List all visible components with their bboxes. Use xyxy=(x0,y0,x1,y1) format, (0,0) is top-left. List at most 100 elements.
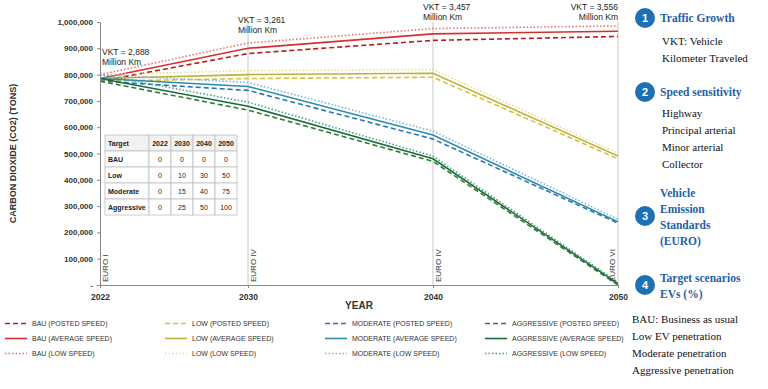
legend-swatch xyxy=(5,323,27,325)
key-line: Principal arterial xyxy=(662,124,736,136)
euro-label: EURO IV xyxy=(434,248,443,282)
x-tick-mark xyxy=(100,285,101,288)
key-panel: 1Traffic GrowthVKT: VehicleKilometer Tra… xyxy=(632,8,748,376)
table-value: 40 xyxy=(200,188,208,195)
legend-label: LOW (AVERAGE SPEED) xyxy=(192,335,274,343)
legend-item: AGGRESSIVE (POSTED SPEED) xyxy=(485,320,619,328)
key-line: Kilometer Traveled xyxy=(662,52,748,64)
series-line xyxy=(100,26,618,75)
table-header: Target xyxy=(108,140,130,148)
x-tick-mark xyxy=(618,285,619,288)
y-tick-label: 300,000 xyxy=(64,202,93,211)
key-line: Minor arterial xyxy=(662,141,723,153)
table-value: 75 xyxy=(222,188,230,195)
legend-label: MODERATE (AVERAGE SPEED) xyxy=(352,335,457,343)
table-value: 30 xyxy=(200,172,208,179)
legend-label: AGGRESSIVE (POSTED SPEED) xyxy=(512,320,619,328)
y-tick-label: 800,000 xyxy=(64,71,93,80)
table-cell xyxy=(171,199,193,215)
chart: -100,000200,000300,000400,000500,000600,… xyxy=(0,0,768,389)
y-tick-mark xyxy=(97,127,100,128)
table-header: 2030 xyxy=(174,140,190,147)
table-value: 15 xyxy=(178,188,186,195)
table-cell xyxy=(149,199,171,215)
series-line xyxy=(100,79,618,284)
table-cell xyxy=(193,199,215,215)
legend-item: BAU (LOW SPEED) xyxy=(5,350,95,358)
table-header: 2040 xyxy=(196,140,212,147)
table-cell xyxy=(105,151,149,167)
table-value: Moderate xyxy=(108,188,139,195)
legend-swatch xyxy=(485,353,507,355)
x-tick-mark xyxy=(248,285,249,288)
table-value: 25 xyxy=(178,204,186,211)
y-tick-mark xyxy=(97,154,100,155)
y-tick: 900,000 xyxy=(64,44,100,53)
table-cell xyxy=(149,167,171,183)
x-axis-line xyxy=(101,286,619,289)
y-tick-label: 1,000,000 xyxy=(57,18,93,27)
y-tick-label: 400,000 xyxy=(64,176,93,185)
key-title: Traffic Growth xyxy=(660,12,735,24)
y-tick: 600,000 xyxy=(64,123,100,132)
euro-label: EURO IV xyxy=(249,248,258,282)
key-number: 3 xyxy=(642,210,648,222)
y-tick-mark xyxy=(97,232,100,233)
legend-item: LOW (POSTED SPEED) xyxy=(165,320,269,328)
legend-swatch xyxy=(5,353,27,355)
series-line xyxy=(100,81,618,223)
table-cell xyxy=(105,135,149,151)
x-tick: 2040 xyxy=(424,285,443,302)
table-value: 100 xyxy=(220,204,232,211)
table-value: 0 xyxy=(180,156,184,163)
legend-label: AGGRESSIVE (LOW SPEED) xyxy=(512,350,606,358)
legend-item: BAU (POSTED SPEED) xyxy=(5,320,107,328)
table-value: 0 xyxy=(158,156,162,163)
y-tick-label: 600,000 xyxy=(64,123,93,132)
legend-item: LOW (LOW SPEED) xyxy=(165,350,256,358)
legend-swatch xyxy=(325,353,347,355)
y-tick-label: 200,000 xyxy=(64,228,93,237)
y-tick: 1,000,000 xyxy=(57,18,100,27)
table-value: 0 xyxy=(202,156,206,163)
y-tick-mark xyxy=(97,101,100,102)
vkt-annotation: Million Km xyxy=(579,12,618,22)
x-tick-label: 2022 xyxy=(91,292,110,302)
y-tick-label: 500,000 xyxy=(64,150,93,159)
x-tick: 2050 xyxy=(609,285,628,302)
y-tick: 200,000 xyxy=(64,228,100,237)
legend-label: MODERATE (POSTED SPEED) xyxy=(352,320,452,328)
legend-swatch xyxy=(325,323,347,325)
table-value: 0 xyxy=(158,204,162,211)
key-badge xyxy=(635,8,655,28)
legend-swatch xyxy=(485,323,507,325)
legend-label: AGGRESSIVE (AVERAGE SPEED) xyxy=(512,335,624,343)
x-tick: 2022 xyxy=(91,285,110,302)
plot-area xyxy=(100,26,618,285)
vkt-annotation: VKT = 3,556 xyxy=(571,2,619,12)
key-line: Collector xyxy=(662,158,703,170)
key-number: 4 xyxy=(642,279,649,291)
vkt-annotation: Million Km xyxy=(238,25,277,35)
table-value: 0 xyxy=(224,156,228,163)
y-tick-label: 900,000 xyxy=(64,44,93,53)
euro-label: EURO I xyxy=(101,254,110,282)
y-tick-label: - xyxy=(90,281,93,290)
y-axis-line xyxy=(97,23,101,286)
legend-label: BAU (LOW SPEED) xyxy=(32,350,95,358)
table-cell xyxy=(215,167,237,183)
table-cell xyxy=(215,135,237,151)
vkt-annotation: VKT = 3,457 xyxy=(423,2,471,12)
key-number: 2 xyxy=(642,86,648,98)
euro-line xyxy=(433,22,434,285)
legend-item: AGGRESSIVE (AVERAGE SPEED) xyxy=(485,335,624,343)
legend-swatch xyxy=(165,353,187,355)
series-line xyxy=(100,77,618,159)
table-value: Aggressive xyxy=(108,204,146,212)
table-value: 10 xyxy=(178,172,186,179)
key-line: Moderate penetration xyxy=(632,347,727,359)
table-cell xyxy=(149,135,171,151)
table-value: BAU xyxy=(108,156,123,163)
vkt-annotation: Million Km xyxy=(102,57,141,67)
y-tick: 700,000 xyxy=(64,97,100,106)
